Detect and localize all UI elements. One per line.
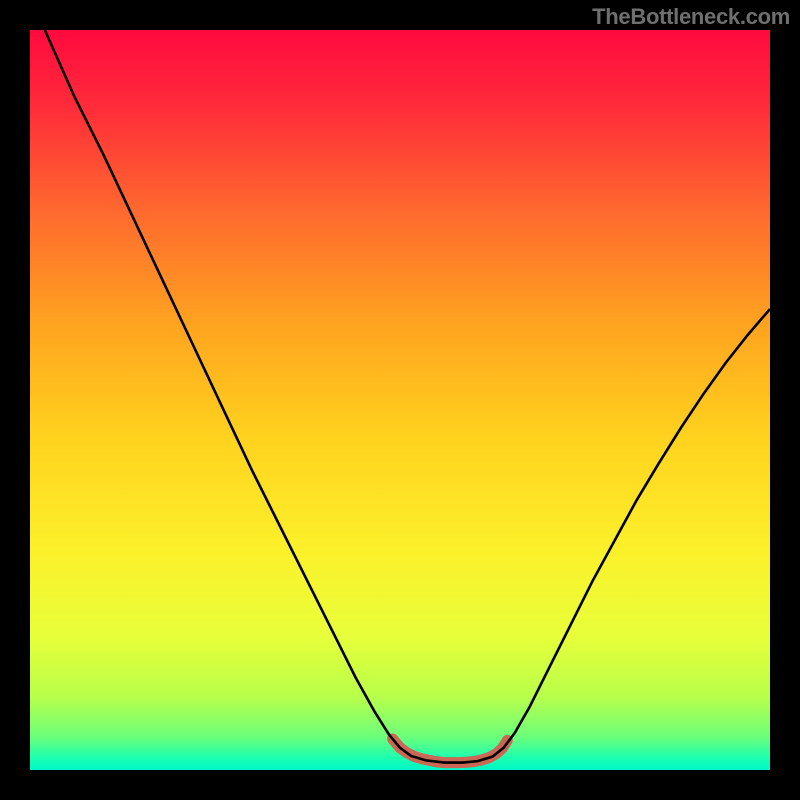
plot-area [30,30,770,770]
chart-svg [30,30,770,770]
chart-frame: TheBottleneck.com [0,0,800,800]
watermark-text: TheBottleneck.com [592,4,790,30]
gradient-background [30,30,770,770]
